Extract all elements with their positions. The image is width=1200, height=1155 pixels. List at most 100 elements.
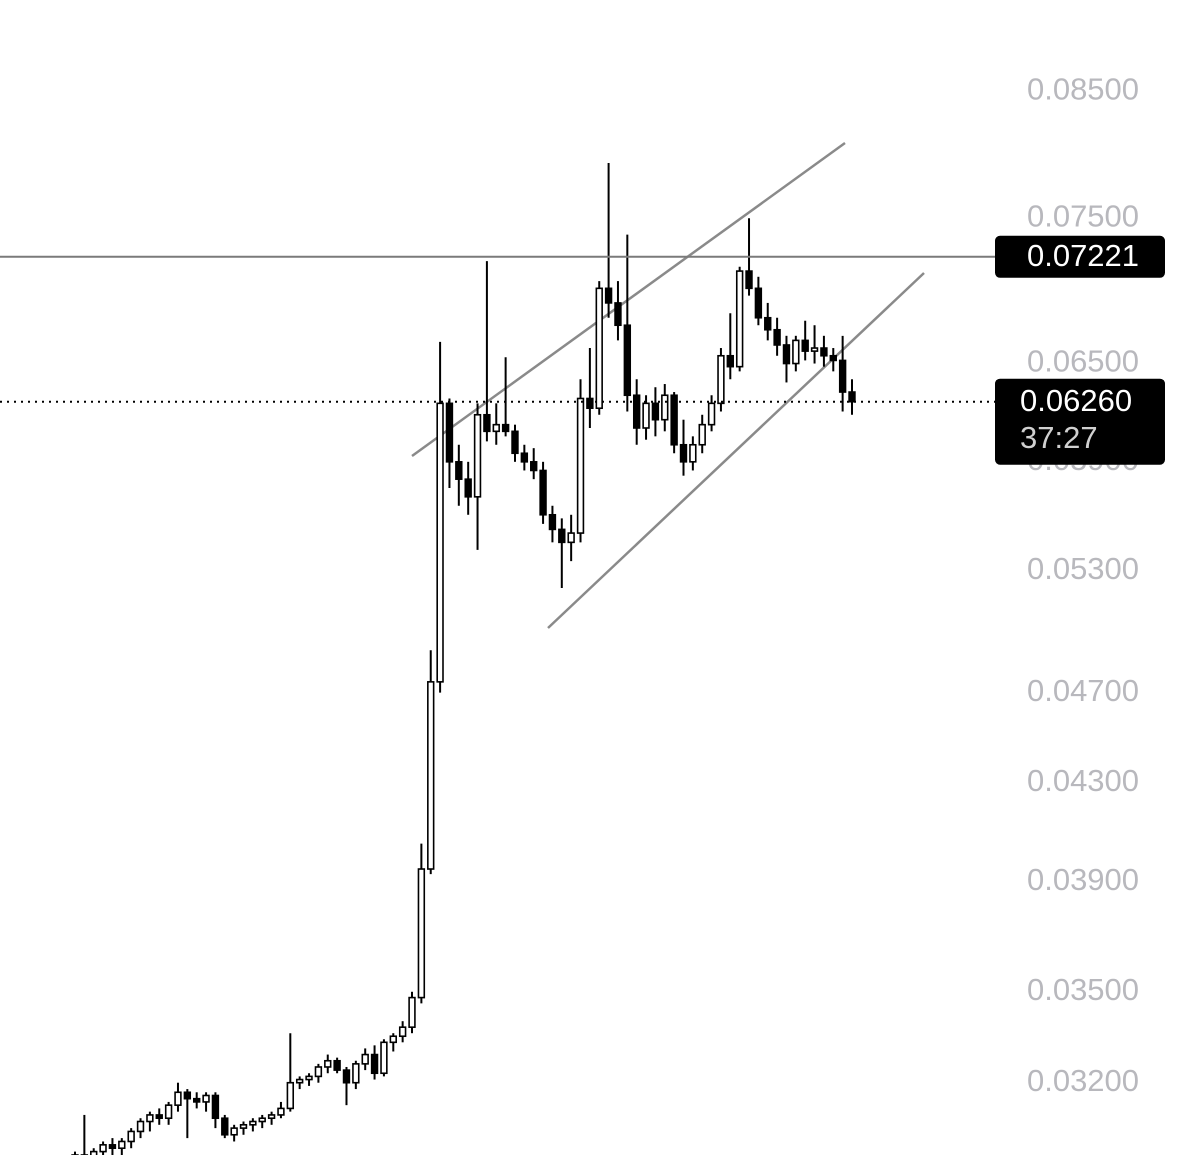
countdown-label: 37:27 bbox=[1020, 420, 1098, 455]
trend-lines bbox=[411, 141, 925, 629]
candle-body bbox=[492, 423, 500, 433]
candles bbox=[71, 163, 856, 1155]
candle-body bbox=[745, 270, 753, 290]
candle-body bbox=[604, 287, 613, 304]
candle-body bbox=[127, 1130, 135, 1143]
candle-body bbox=[146, 1114, 154, 1123]
current-price-tag bbox=[995, 378, 1165, 465]
y-tick-label: 0.07500 bbox=[1027, 198, 1139, 233]
candle-body bbox=[548, 513, 557, 531]
candle-body bbox=[277, 1107, 285, 1116]
candle-body bbox=[380, 1041, 388, 1075]
level-tag bbox=[995, 235, 1165, 278]
candle-body bbox=[314, 1066, 323, 1078]
candle-body bbox=[782, 344, 791, 365]
candle-body bbox=[267, 1114, 276, 1120]
candle-body bbox=[230, 1127, 238, 1136]
candle-body bbox=[530, 461, 538, 472]
candle-body bbox=[295, 1078, 304, 1084]
candle-body bbox=[342, 1069, 351, 1084]
candle-body bbox=[651, 402, 660, 421]
candle-body bbox=[792, 339, 800, 365]
y-tick-label: 0.03200 bbox=[1027, 1063, 1139, 1098]
candle-body bbox=[370, 1053, 379, 1075]
candle-body bbox=[586, 397, 594, 410]
y-tick-label: 0.08500 bbox=[1027, 71, 1139, 106]
candle-body bbox=[773, 328, 781, 346]
candle-body bbox=[483, 413, 491, 433]
candle-body bbox=[661, 394, 669, 421]
y-tick-label: 0.04700 bbox=[1027, 673, 1139, 708]
y-tick-label: 0.04300 bbox=[1027, 763, 1139, 798]
candle-body bbox=[408, 996, 416, 1028]
candle-body bbox=[202, 1094, 210, 1103]
candle-body bbox=[473, 413, 482, 498]
candle-body bbox=[445, 402, 454, 463]
candle-body bbox=[829, 354, 837, 362]
candle-body bbox=[520, 452, 529, 463]
candle-body bbox=[361, 1053, 369, 1065]
y-tick-label: 0.03500 bbox=[1027, 972, 1139, 1007]
candle-body bbox=[221, 1117, 229, 1136]
candle-body bbox=[539, 469, 547, 516]
y-tick-label: 0.06500 bbox=[1027, 344, 1139, 379]
candle-body bbox=[623, 324, 632, 397]
candle-body bbox=[735, 270, 744, 368]
candle-body bbox=[558, 528, 566, 544]
candle-body bbox=[801, 339, 809, 352]
candle-body bbox=[567, 532, 575, 544]
candle-body bbox=[689, 443, 697, 463]
candle-body bbox=[501, 423, 510, 433]
candle-body bbox=[90, 1150, 98, 1155]
candle-body bbox=[155, 1114, 163, 1120]
candle-body bbox=[389, 1035, 397, 1044]
candle-body bbox=[174, 1091, 182, 1106]
candle-body bbox=[820, 347, 828, 357]
candle-body bbox=[642, 402, 650, 429]
candle-body bbox=[249, 1120, 257, 1126]
candle-body bbox=[164, 1104, 173, 1120]
candle-body bbox=[632, 394, 641, 429]
candle-body bbox=[726, 354, 735, 368]
channel-lower-line bbox=[547, 272, 925, 629]
candle-body bbox=[754, 287, 763, 319]
y-tick-label: 0.05300 bbox=[1027, 551, 1139, 586]
candle-body bbox=[455, 461, 463, 480]
candle-body bbox=[614, 302, 622, 327]
candle-body bbox=[576, 397, 585, 534]
candle-body bbox=[595, 287, 603, 410]
candle-body bbox=[427, 681, 435, 870]
candle-body bbox=[764, 316, 772, 331]
candle-body bbox=[398, 1026, 407, 1038]
candle-body bbox=[258, 1117, 266, 1123]
candle-body bbox=[183, 1091, 192, 1100]
candle-body bbox=[810, 347, 819, 352]
candle-body bbox=[324, 1059, 332, 1068]
candle-body bbox=[239, 1124, 248, 1129]
candle-body bbox=[464, 478, 472, 498]
candle-body bbox=[108, 1144, 117, 1150]
candle-body bbox=[352, 1063, 360, 1084]
candle-body bbox=[211, 1094, 220, 1120]
candle-body bbox=[698, 423, 706, 446]
candle-body bbox=[717, 354, 725, 405]
candle-body bbox=[118, 1140, 126, 1150]
candle-body bbox=[848, 391, 856, 403]
current-price-label: 0.06260 bbox=[1020, 383, 1132, 418]
candle-body bbox=[333, 1059, 341, 1071]
channel-upper-line bbox=[411, 141, 846, 458]
candle-body bbox=[305, 1075, 313, 1081]
candle-body bbox=[670, 394, 678, 446]
candle-body bbox=[679, 443, 688, 463]
candle-body bbox=[192, 1097, 201, 1103]
candle-body bbox=[511, 430, 519, 455]
candle-body bbox=[99, 1144, 107, 1153]
candle-body bbox=[707, 402, 716, 426]
level-label: 0.07221 bbox=[1027, 238, 1139, 273]
y-tick-label: 0.03900 bbox=[1027, 862, 1139, 897]
candle-body bbox=[417, 868, 426, 999]
candle-body bbox=[838, 359, 847, 393]
candle-body bbox=[136, 1120, 145, 1133]
